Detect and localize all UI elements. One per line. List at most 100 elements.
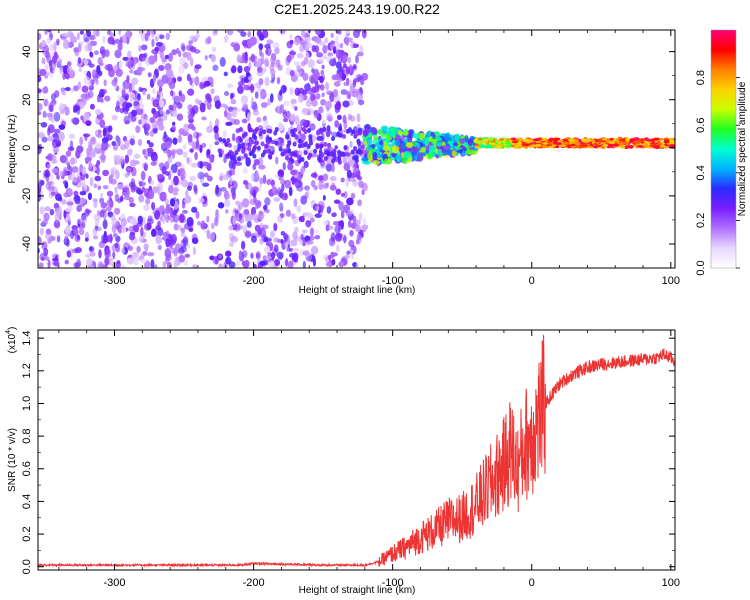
spectrogram-cell (255, 201, 262, 208)
spectrogram-cell (310, 245, 319, 255)
spectrogram-cell (158, 34, 165, 40)
spectrogram-cell (172, 121, 176, 126)
spectrogram-cell (280, 230, 286, 236)
spectrogram-cell (53, 202, 60, 210)
spectrogram-cell (206, 125, 214, 134)
spectrogram-cell (95, 109, 102, 115)
spectrogram-cell (282, 162, 286, 171)
spectrogram-cell (117, 183, 124, 190)
spectrogram-cell (66, 238, 70, 248)
spectrogram-cell (336, 114, 342, 121)
spectrogram-cell (250, 206, 257, 216)
spectrogram-cell (146, 147, 154, 154)
spectrogram-cell (256, 116, 261, 123)
spectrogram-cell (133, 100, 140, 107)
spectrogram-cell (69, 140, 74, 151)
spectrogram-cell (294, 68, 302, 78)
spectrogram-cell (276, 76, 281, 85)
spectrogram-cell (119, 155, 125, 166)
spectrogram-cell (165, 54, 169, 60)
spectrogram-cell (326, 151, 331, 157)
spectrogram-cell (114, 49, 122, 59)
spectrogram-cell (223, 71, 228, 77)
spectrogram-cell (531, 144, 536, 147)
spectrogram-cell (133, 153, 141, 159)
spectrogram-cell (230, 92, 234, 100)
spectrogram-cell (265, 241, 270, 246)
spectrogram-cell (81, 85, 89, 93)
spectrogram-cell (230, 109, 237, 118)
spectrogram-cell (164, 62, 172, 71)
y-tick-label: 0.4 (21, 494, 33, 509)
spectrogram-cell (243, 76, 250, 84)
spectrogram-cell (344, 30, 350, 35)
spectrogram-cell (299, 167, 305, 174)
spectrogram-cell (173, 259, 178, 268)
spectrogram-cell (264, 76, 270, 87)
spectrogram-cell (88, 34, 96, 41)
spectrogram-cell (217, 202, 225, 209)
spectrogram-cell (248, 151, 253, 157)
spectrogram-cell (366, 136, 373, 146)
spectrogram-cell (173, 223, 179, 231)
spectrogram-cell (170, 198, 175, 207)
spectrogram-cell (126, 257, 135, 265)
spectrogram-cell (250, 139, 255, 145)
spectrogram-cell (332, 45, 337, 54)
spectrogram-cell (620, 145, 626, 149)
spectrogram-cell (55, 193, 62, 201)
spectrogram-cell (323, 182, 329, 189)
spectrogram-cell (287, 162, 294, 171)
x-tick-label: -100 (382, 275, 404, 287)
spectrogram-y-ticks: -40 -20 0 20 40 (21, 46, 675, 269)
spectrogram-cell (269, 230, 275, 239)
spectrogram-cell (56, 235, 61, 243)
spectrogram-cell (38, 236, 42, 246)
spectrogram-cell (117, 42, 123, 51)
spectrogram-cell (574, 142, 581, 146)
spectrogram-cell (206, 229, 211, 240)
spectrogram-cell (122, 56, 129, 61)
spectrogram-cell (361, 182, 368, 192)
spectrogram-cell (151, 38, 155, 48)
spectrogram-cell (105, 235, 113, 243)
spectrogram-cell (58, 66, 64, 75)
spectrogram-cell (275, 59, 281, 67)
spectrogram-cell (297, 172, 302, 181)
spectrogram-cell (209, 232, 216, 242)
spectrogram-cell (225, 208, 229, 214)
spectrogram-cell (204, 172, 209, 178)
spectrogram-cell (192, 246, 196, 256)
spectrogram-cell (61, 32, 68, 37)
spectrogram-cell (51, 167, 59, 174)
spectrogram-cell (195, 98, 200, 104)
spectrogram-cell (226, 83, 234, 88)
spectrogram-cell (425, 136, 430, 146)
spectrogram-cell (394, 140, 401, 147)
spectrogram-cell (164, 198, 169, 205)
spectrogram-cell (338, 261, 345, 268)
spectrogram-cell (83, 76, 90, 85)
spectrogram-cell (335, 188, 342, 195)
spectrogram-cell (96, 133, 103, 138)
spectrogram-cell (535, 143, 542, 148)
spectrogram-cell (52, 153, 56, 164)
spectrogram-cell (77, 56, 82, 64)
spectrogram-cell (291, 254, 298, 263)
spectrogram-cell (311, 86, 317, 94)
spectrogram-cell (162, 261, 167, 268)
spectrogram-cell (258, 46, 263, 57)
spectrogram-cell (152, 186, 159, 194)
spectrogram-cell (259, 260, 267, 266)
spectrogram-cell (254, 127, 259, 133)
spectrogram-cell (288, 156, 293, 162)
colorbar-tick-label: 0.2 (695, 213, 707, 228)
spectrogram-cell (272, 41, 280, 49)
spectrogram-cell (250, 172, 255, 182)
spectrogram-cell (437, 149, 442, 157)
x-tick-label: -200 (243, 577, 265, 589)
spectrogram-cell (350, 43, 354, 48)
spectrogram-cell (186, 73, 191, 82)
spectrogram-cell (443, 148, 452, 156)
